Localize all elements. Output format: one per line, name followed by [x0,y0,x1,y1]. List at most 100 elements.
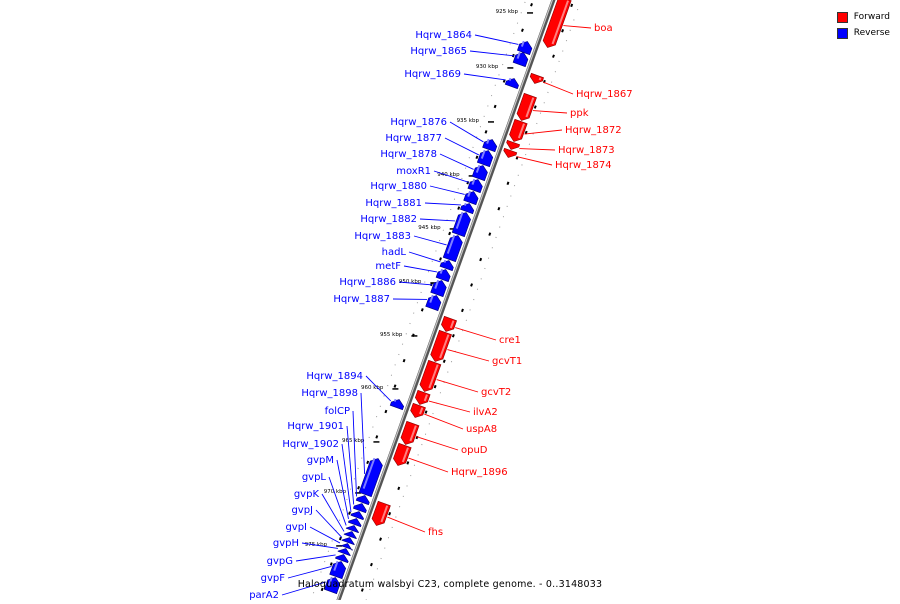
gene-arrow-uspa8 [411,403,426,417]
leader-line [310,527,340,543]
minor-tick-forward [535,106,536,109]
guide-dots-forward [359,0,581,600]
gene-label: Hqrw_1867 [576,89,633,100]
gene-label: Hqrw_1881 [365,198,422,209]
minor-tick-reverse [449,232,450,235]
leader-line [445,138,479,155]
leader-line [316,510,342,537]
minor-tick-forward [398,487,399,490]
reverse-swatch [837,28,848,39]
leader-line [475,35,518,44]
minor-tick-forward [444,360,445,363]
legend-forward-label: Forward [854,12,890,22]
gene-label: gvpM [307,455,334,466]
gene-highlight [465,203,466,205]
gene-label: hadL [382,247,407,258]
gene-highlight [510,78,511,80]
gene-arrow-hqrw_1894 [390,400,404,410]
gene-label: folCP [325,406,350,417]
leader-line [414,236,447,245]
minor-tick-reverse [340,537,341,540]
gene-label: metF [375,261,401,272]
leader-line [329,477,346,525]
minor-tick-reverse [495,105,496,108]
gene-arrow-hqrw_1876 [483,140,497,152]
legend-reverse-label: Reverse [854,28,890,38]
gene-arrow-hqrw_1872 [510,119,528,141]
minor-tick-reverse [404,359,405,362]
leader-line [470,51,514,56]
gene-label: ppk [570,108,589,119]
leader-line [288,566,331,578]
minor-tick-reverse [440,258,441,261]
scale-tick-label: 965 kbp [342,438,365,444]
leader-line [455,328,496,340]
leader-line [519,149,555,150]
minor-tick-reverse [385,410,386,413]
gene-label: Hqrw_1874 [555,160,612,171]
leader-line [425,203,461,205]
gene-label: cre1 [499,335,521,346]
gene-label: gvpJ [291,505,313,516]
gene-arrow-hqrw_1887 [426,296,441,311]
gene-label: parA2 [249,590,279,600]
gene-arrow-folcp [356,496,369,505]
leader-line [563,26,591,28]
minor-tick-reverse [367,461,368,464]
leader-line [361,393,365,474]
gene-arrow-hqrw_1865 [513,53,528,67]
gene-arrow-gvpk [344,532,356,539]
gene-label: Hqrw_1878 [380,149,437,160]
minor-tick-forward [462,309,463,312]
leader-line [533,111,567,113]
scale-tick-label: 930 kbp [476,64,499,70]
gene-arrow-hqrw_1902 [351,512,364,520]
gene-arrow-hqrw_1901 [353,504,366,513]
gene-label: Hqrw_1877 [385,133,442,144]
legend-reverse: Reverse [837,25,890,41]
leader-line [440,154,474,169]
gene-arrow-hadl [440,261,453,271]
leader-line [409,252,441,262]
minor-tick-forward [507,182,508,185]
scale-tick-label: 955 kbp [380,332,403,338]
gene-label: fhs [428,527,443,538]
leader-line [322,494,344,531]
minor-tick-forward [498,207,499,210]
gene-label: gvpG [267,556,293,567]
gene-label: Hqrw_1887 [333,294,390,305]
minor-tick-forward [571,4,572,7]
gene-label: Hqrw_1882 [360,214,417,225]
gene-highlight [540,78,541,80]
minor-tick-forward [426,411,427,414]
gene-label: Hqrw_1865 [410,46,467,57]
minor-tick-reverse [422,308,423,311]
minor-tick-reverse [486,130,487,133]
gene-arrow-hqrw_1874 [504,148,517,157]
leader-line [296,555,336,561]
gene-label: gvpK [294,489,320,500]
legend: Forward Reverse [837,9,890,41]
minor-tick-reverse [522,29,523,32]
leader-line [429,401,470,412]
minor-tick-forward [380,538,381,541]
gene-label: Hqrw_1876 [390,117,447,128]
leader-line [424,414,463,429]
leader-line [447,350,489,361]
legend-forward: Forward [837,9,890,25]
gene-label: Hqrw_1901 [287,421,344,432]
gene-arrow-metf [436,270,450,282]
leader-line [525,130,562,134]
gene-label: Hqrw_1883 [354,231,411,242]
gene-arrow-gvpm [348,519,361,527]
gene-label: Hqrw_1869 [404,69,461,80]
gene-arrow-moxr1 [468,180,483,193]
figure-caption: Haloquadratum walsbyi C23, complete geno… [0,579,900,590]
minor-tick-reverse [394,385,395,388]
leader-line [437,380,478,392]
leader-line [387,517,425,532]
minor-tick-forward [562,29,563,32]
gene-label: Hqrw_1886 [339,277,396,288]
gene-label: gvpL [302,472,327,483]
